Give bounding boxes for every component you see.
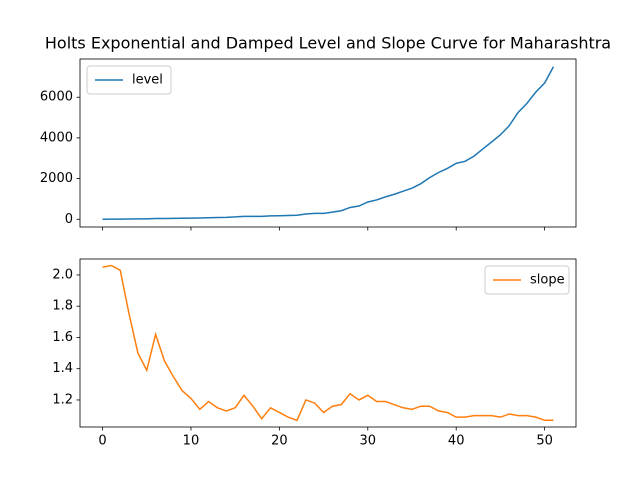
x-tick-label: 0 — [98, 434, 106, 449]
y-tick-label: 6000 — [40, 90, 73, 105]
x-tick-label: 10 — [183, 434, 200, 449]
y-tick-label: 1.6 — [52, 330, 73, 345]
axes-frame — [79, 58, 577, 228]
y-tick-label: 1.2 — [52, 392, 73, 407]
x-tick-label: 20 — [271, 434, 288, 449]
y-tick-label: 4000 — [40, 130, 73, 145]
y-tick-label: 2000 — [40, 171, 73, 186]
legend-box — [86, 65, 172, 95]
legend-label: slope — [530, 273, 565, 288]
axes-frame — [79, 258, 577, 428]
y-tick-label: 1.8 — [52, 299, 73, 314]
x-tick-label: 40 — [448, 434, 465, 449]
series-line — [102, 264, 554, 422]
y-tick-label: 1.4 — [52, 361, 73, 376]
legend-box — [484, 265, 570, 295]
x-tick-label: 50 — [536, 434, 553, 449]
x-tick-label: 30 — [360, 434, 377, 449]
series-line — [102, 66, 555, 221]
legend-label: level — [132, 73, 163, 88]
chart-title: Holts Exponential and Damped Level and S… — [45, 34, 611, 53]
y-tick-label: 2.0 — [52, 267, 73, 282]
y-tick-label: 0 — [65, 212, 73, 227]
